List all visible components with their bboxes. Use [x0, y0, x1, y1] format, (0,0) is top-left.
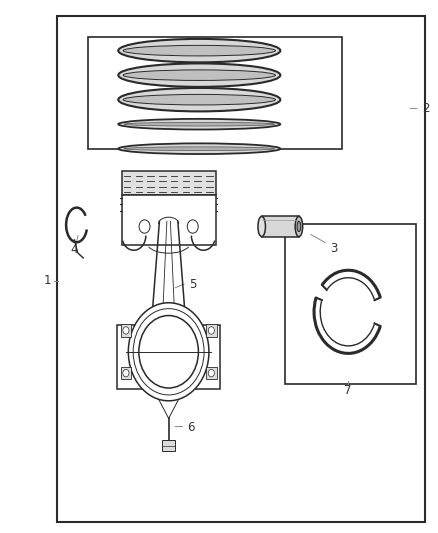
Ellipse shape [295, 216, 303, 237]
Bar [162, 440, 175, 451]
Ellipse shape [124, 122, 275, 126]
Circle shape [208, 369, 214, 377]
Ellipse shape [258, 216, 265, 237]
Circle shape [139, 316, 198, 388]
Ellipse shape [118, 39, 280, 62]
Ellipse shape [187, 220, 198, 233]
Bar [122, 195, 216, 245]
Ellipse shape [123, 70, 276, 80]
Circle shape [123, 327, 129, 334]
Bar [88, 37, 342, 149]
Text: 5: 5 [189, 278, 196, 290]
Ellipse shape [123, 94, 276, 105]
Ellipse shape [139, 220, 150, 233]
Bar [122, 171, 216, 195]
Text: 1: 1 [43, 274, 51, 287]
Bar [285, 224, 416, 384]
Ellipse shape [118, 119, 280, 130]
Text: 2: 2 [422, 102, 430, 115]
Circle shape [123, 369, 129, 377]
Ellipse shape [123, 45, 276, 56]
Bar [121, 324, 131, 337]
Circle shape [128, 303, 209, 401]
Bar [121, 367, 131, 379]
Text: 6: 6 [187, 422, 194, 434]
Text: 4: 4 [71, 243, 78, 256]
Bar [206, 324, 216, 337]
Ellipse shape [297, 222, 301, 232]
Bar [117, 325, 220, 389]
Ellipse shape [124, 147, 275, 150]
Text: 3: 3 [330, 242, 337, 255]
Circle shape [208, 327, 214, 334]
Bar [57, 16, 425, 522]
Ellipse shape [118, 88, 280, 111]
Ellipse shape [118, 63, 280, 87]
Text: 7: 7 [344, 384, 352, 397]
Bar [262, 216, 299, 237]
Bar [206, 367, 216, 379]
Circle shape [133, 309, 204, 395]
Ellipse shape [118, 143, 280, 154]
